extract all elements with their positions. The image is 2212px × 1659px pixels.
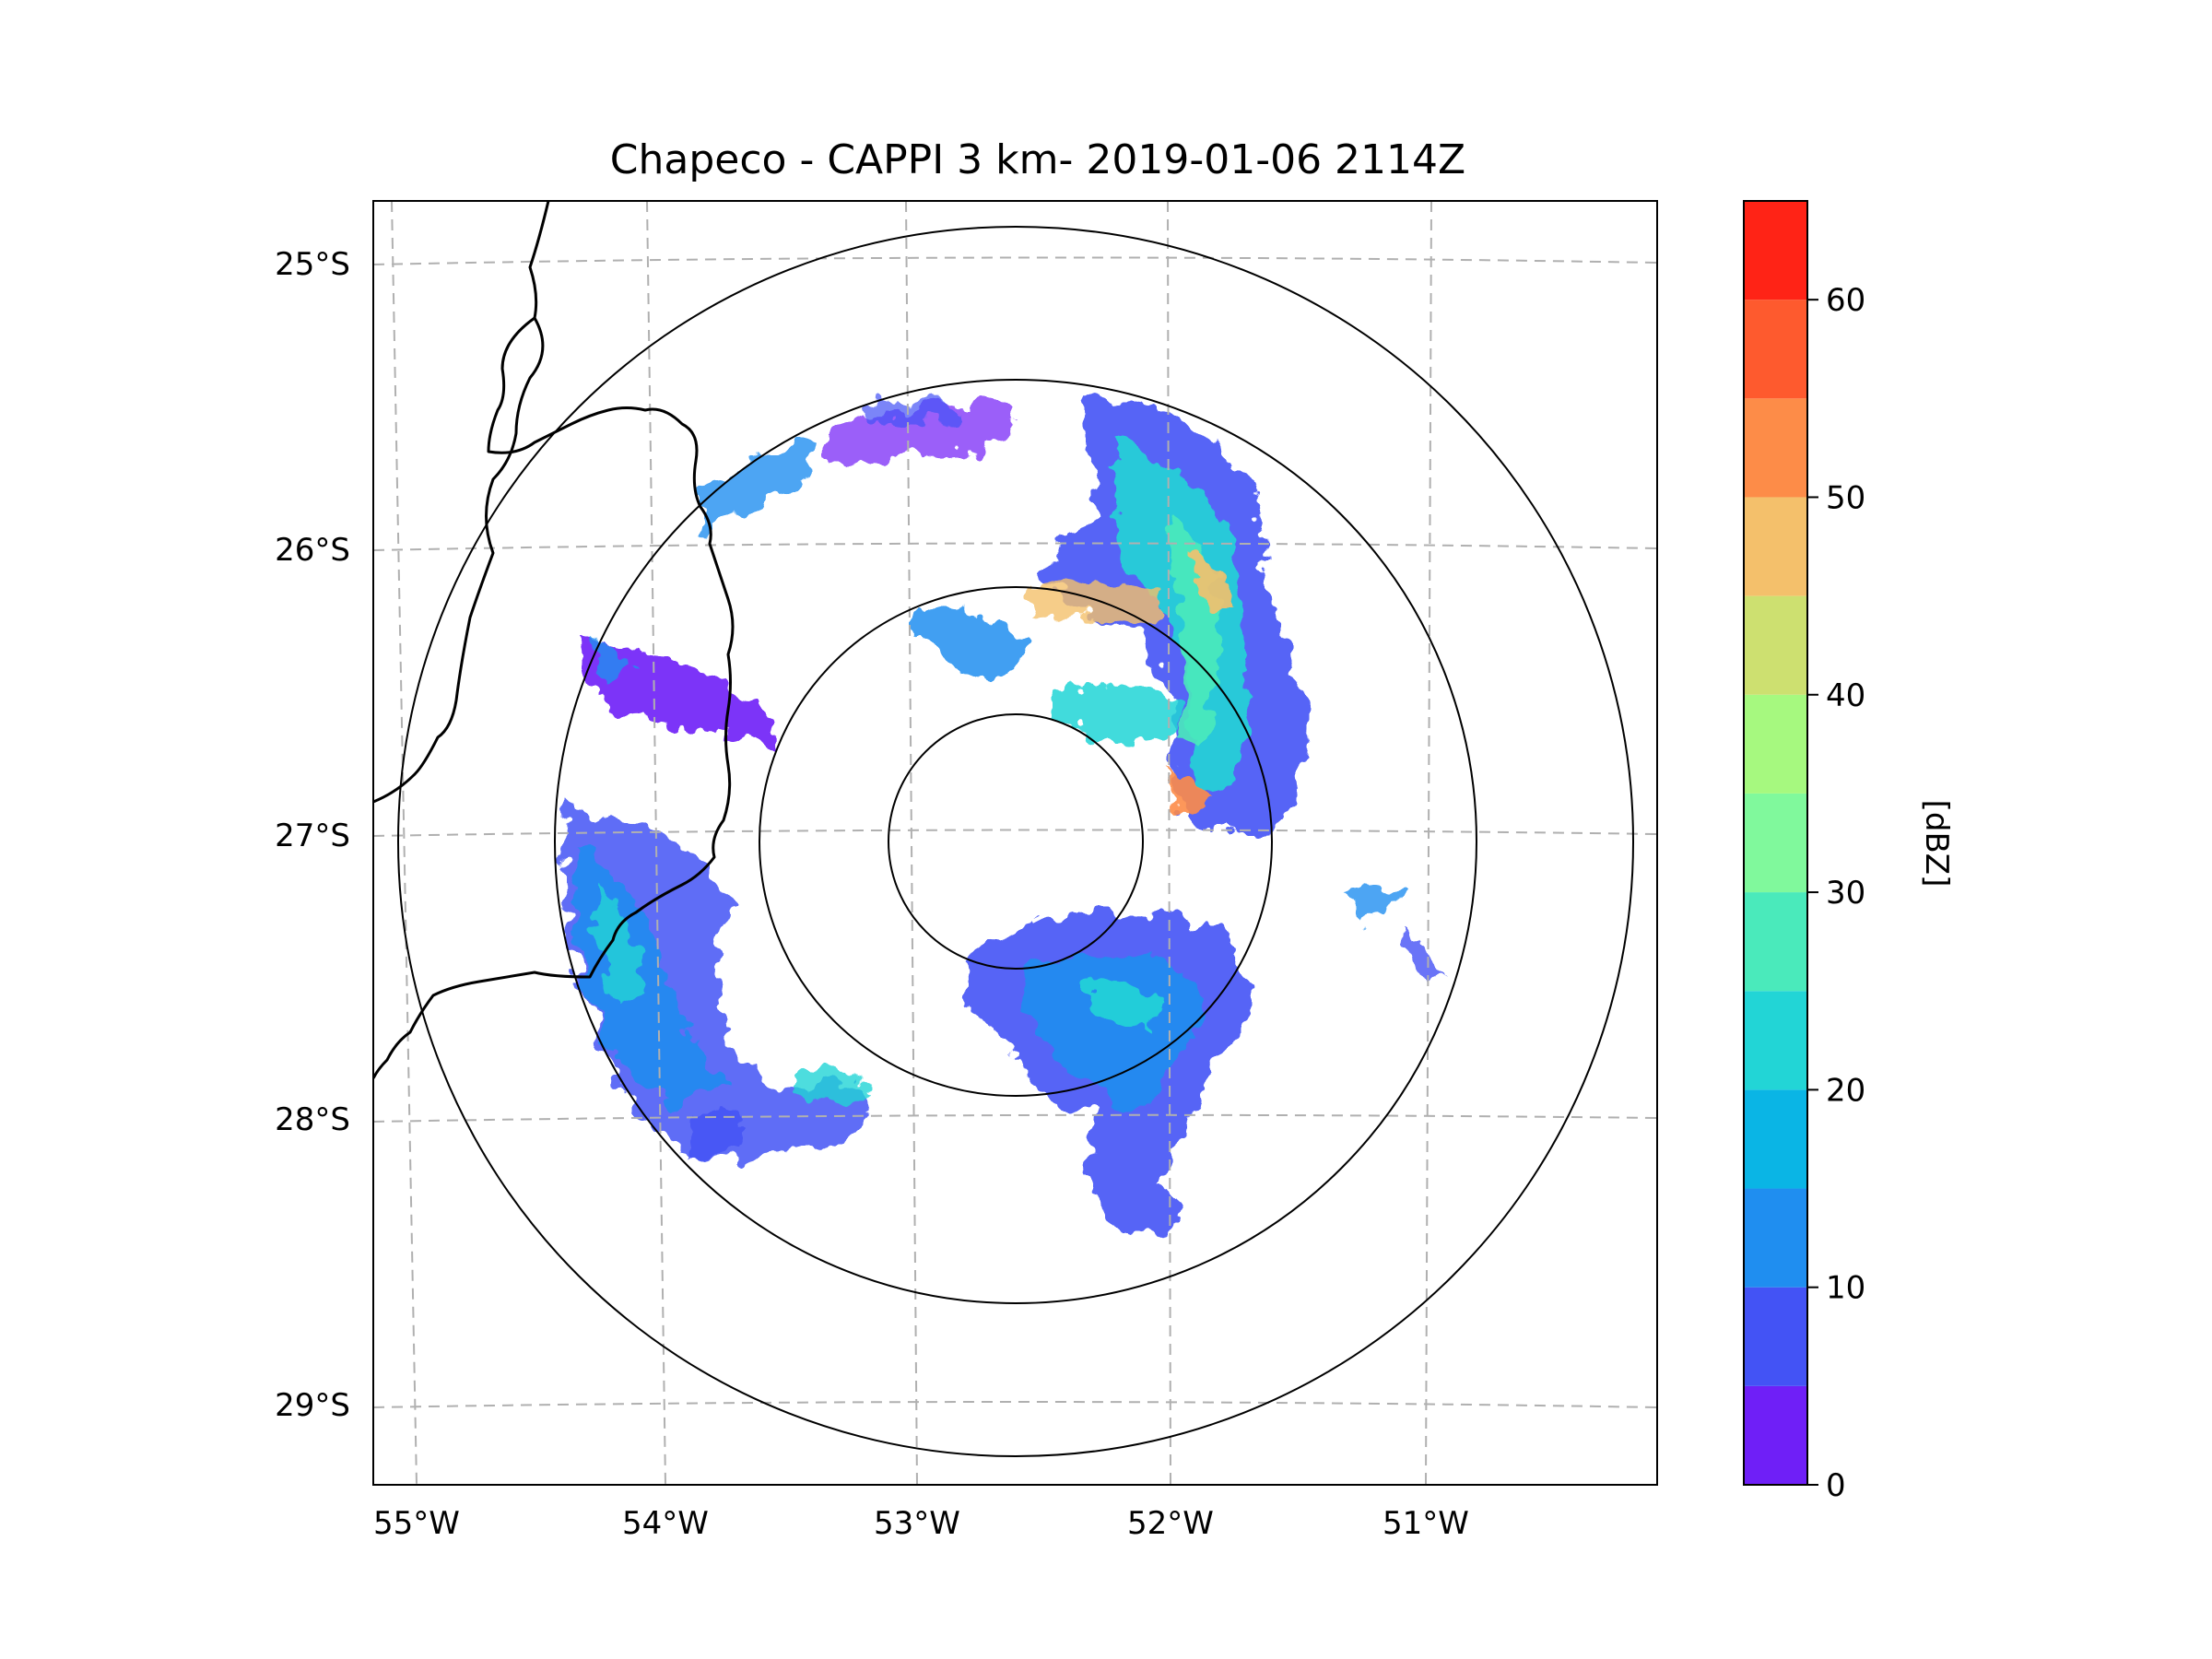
map-title: Chapeco - CAPPI 3 km- 2019-01-06 2114Z (610, 136, 1465, 183)
colorbar-segment (1744, 497, 1807, 596)
graticule (373, 201, 1657, 1485)
lat-label: 25°S (275, 246, 350, 283)
gridline-lon (1167, 201, 1171, 1485)
map-area (373, 201, 1657, 1485)
center-arc (1015, 865, 1088, 905)
colorbar-tick-label: 60 (1826, 282, 1865, 319)
gridline-lat (373, 542, 1657, 551)
colorbar-tick-label: 30 (1826, 875, 1865, 912)
colorbar-frame (1743, 200, 1808, 1486)
colorbar-segment (1744, 595, 1807, 695)
colorbar-segment (1744, 991, 1807, 1090)
lon-label: 55°W (373, 1505, 460, 1542)
lat-label: 27°S (275, 818, 350, 854)
state-border-line (373, 317, 545, 804)
colorbar-segment (1744, 793, 1807, 893)
colorbar-segment (1744, 1188, 1807, 1288)
range-ring (759, 586, 1273, 1097)
colorbar-segments (1744, 201, 1807, 1485)
state-borders (373, 201, 735, 1079)
gridline-lon (905, 201, 918, 1485)
colorbar-segment (1744, 1287, 1807, 1386)
colorbar-segment (1744, 1385, 1807, 1485)
gridline-lon (373, 1401, 1657, 1408)
center-marks (1015, 865, 1103, 924)
range-ring (397, 226, 1634, 1457)
colorbar-segment (1744, 892, 1807, 992)
colorbar-tick-label: 0 (1826, 1467, 1846, 1504)
colorbar-label: [dBZ] (1918, 800, 1955, 888)
gridline-lat (373, 1113, 1657, 1123)
colorbar-tick-label: 20 (1826, 1072, 1865, 1109)
map-frame (372, 200, 1658, 1486)
lat-label: 29°S (275, 1387, 350, 1424)
colorbar-segment (1744, 201, 1807, 300)
gridline-lon (1425, 201, 1432, 1485)
colorbar-tick-label: 40 (1826, 677, 1865, 714)
colorbar-tick-label: 50 (1826, 479, 1865, 516)
lon-label: 54°W (622, 1505, 709, 1542)
colorbar-segment (1744, 1089, 1807, 1189)
state-border-line (373, 201, 735, 1079)
colorbar: 0 10 20 30 40 50 60 [dBZ] (1743, 200, 1955, 1504)
lon-label: 53°W (874, 1505, 960, 1542)
lat-label: 28°S (275, 1101, 350, 1138)
range-rings (397, 226, 1634, 1457)
gridline-lon (646, 201, 666, 1485)
gridline-lat (373, 256, 1657, 265)
gridline-lat (373, 829, 1657, 837)
colorbar-segment (1744, 300, 1807, 399)
colorbar-tick-label: 10 (1826, 1270, 1865, 1307)
center-arc (1031, 878, 1103, 924)
colorbar-segment (1744, 694, 1807, 794)
colorbar-ticks: 0 10 20 30 40 50 60 (1807, 282, 1865, 1504)
lon-labels: 55°W 54°W 53°W 52°W 51°W (373, 1505, 1469, 1542)
range-ring (888, 713, 1144, 970)
lon-label: 51°W (1382, 1505, 1469, 1542)
range-ring (554, 379, 1477, 1304)
lat-label: 26°S (275, 532, 350, 569)
lon-label: 52°W (1127, 1505, 1214, 1542)
gridline-lon (391, 201, 418, 1485)
lat-labels: 25°S 26°S 27°S 28°S 29°S (275, 246, 350, 1424)
colorbar-segment (1744, 398, 1807, 498)
